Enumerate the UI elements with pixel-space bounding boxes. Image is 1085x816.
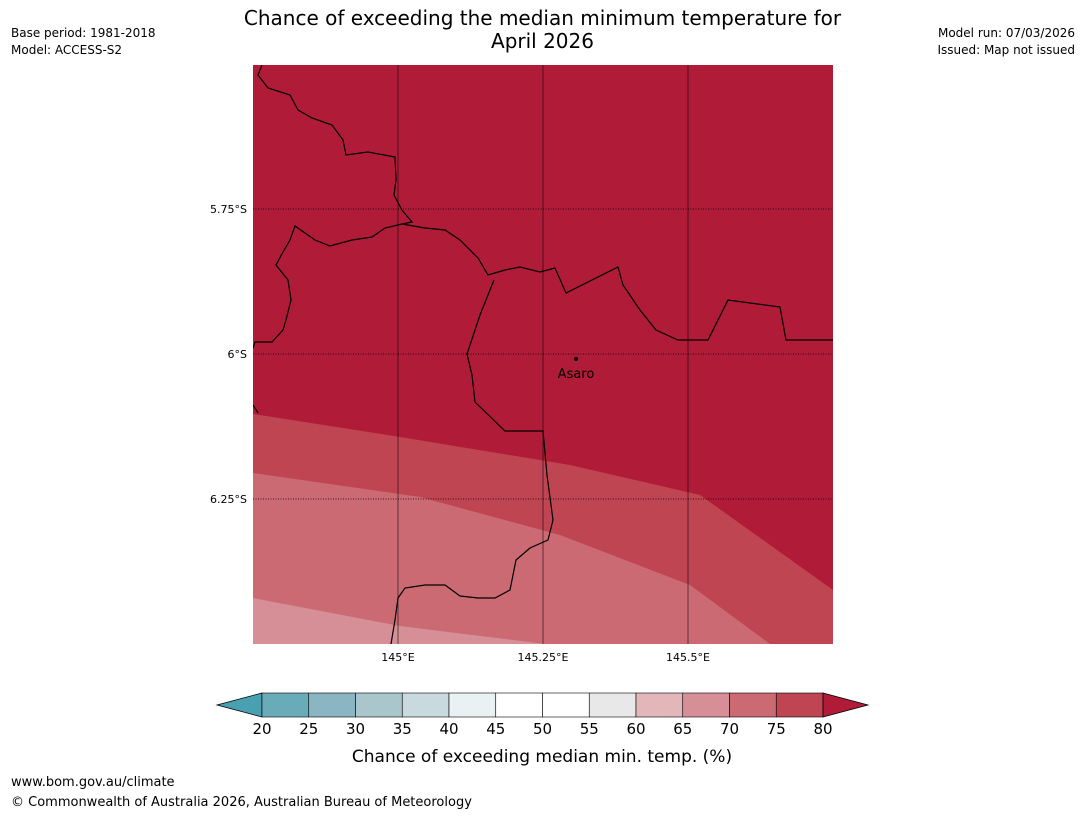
colorbar: 20 25 30 35 40 45 50 55 60 65 70 75 80 [215, 692, 870, 738]
lon-label-145-25: 145.25°E [518, 651, 569, 664]
province-border-north [253, 65, 414, 349]
model-run-text: Model run: 07/03/2026 [937, 26, 1075, 40]
asaro-marker [574, 357, 578, 361]
colorbar-segment-60-65 [635, 692, 684, 718]
lon-label-145: 145°E [381, 651, 414, 664]
colorbar-segment-25-30 [308, 692, 356, 718]
band-70-75 [253, 473, 770, 644]
footer-url: www.bom.gov.au/climate [11, 775, 175, 790]
colorbar-tick-75: 75 [767, 720, 786, 738]
colorbar-tick-20: 20 [252, 720, 271, 738]
colorbar-tick-35: 35 [393, 720, 412, 738]
issued-text: Issued: Map not issued [937, 43, 1075, 57]
colorbar-segment-65-70 [682, 692, 730, 718]
lat-label-5-75: 5.75°S [210, 203, 247, 216]
base-period-text: Base period: 1981-2018 [11, 26, 156, 40]
title-line-2: April 2026 [491, 29, 594, 53]
colorbar-segment-35-40 [401, 692, 450, 718]
province-border-east [390, 279, 554, 644]
colorbar-tick-70: 70 [720, 720, 739, 738]
colorbar-tick-55: 55 [580, 720, 599, 738]
lat-label-6: 6°S [228, 348, 247, 361]
map-area: Asaro [253, 65, 833, 644]
band-65-70 [253, 598, 545, 644]
colorbar-title: Chance of exceeding median min. temp. (%… [352, 747, 732, 767]
footer-copyright: © Commonwealth of Australia 2026, Austra… [11, 795, 472, 810]
colorbar-segment-75-80 [775, 692, 824, 718]
model-text: Model: ACCESS-S2 [11, 43, 123, 57]
colorbar-tick-40: 40 [439, 720, 458, 738]
colorbar-segment-30-35 [355, 692, 403, 718]
meta-right: Model run: 07/03/2026 Issued: Map not is… [937, 25, 1075, 59]
colorbar-extend-high [822, 692, 870, 718]
colorbar-tick-45: 45 [486, 720, 505, 738]
colorbar-tick-60: 60 [626, 720, 645, 738]
colorbar-tick-30: 30 [346, 720, 365, 738]
province-border-west-stub [253, 404, 259, 414]
colorbar-tick-80: 80 [813, 720, 832, 738]
colorbar-segment-45-50 [495, 692, 543, 718]
lon-label-145-5: 145.5°E [666, 651, 710, 664]
colorbar-segment-40-45 [448, 692, 497, 718]
province-border-central [401, 223, 833, 341]
title-line-1: Chance of exceeding the median minimum t… [243, 6, 842, 30]
asaro-label: Asaro [558, 367, 595, 382]
colorbar-tick-65: 65 [673, 720, 692, 738]
colorbar-tick-25: 25 [299, 720, 318, 738]
colorbar-segment-70-75 [729, 692, 777, 718]
map-title: Chance of exceeding the median minimum t… [200, 7, 885, 53]
lat-label-6-25: 6.25°S [210, 493, 247, 506]
colorbar-extend-low [215, 692, 263, 718]
colorbar-segment-55-60 [588, 692, 637, 718]
colorbar-segment-50-55 [542, 692, 590, 718]
colorbar-segment-20-25 [261, 692, 310, 718]
meta-left: Base period: 1981-2018 Model: ACCESS-S2 [11, 25, 156, 59]
colorbar-tick-50: 50 [533, 720, 552, 738]
